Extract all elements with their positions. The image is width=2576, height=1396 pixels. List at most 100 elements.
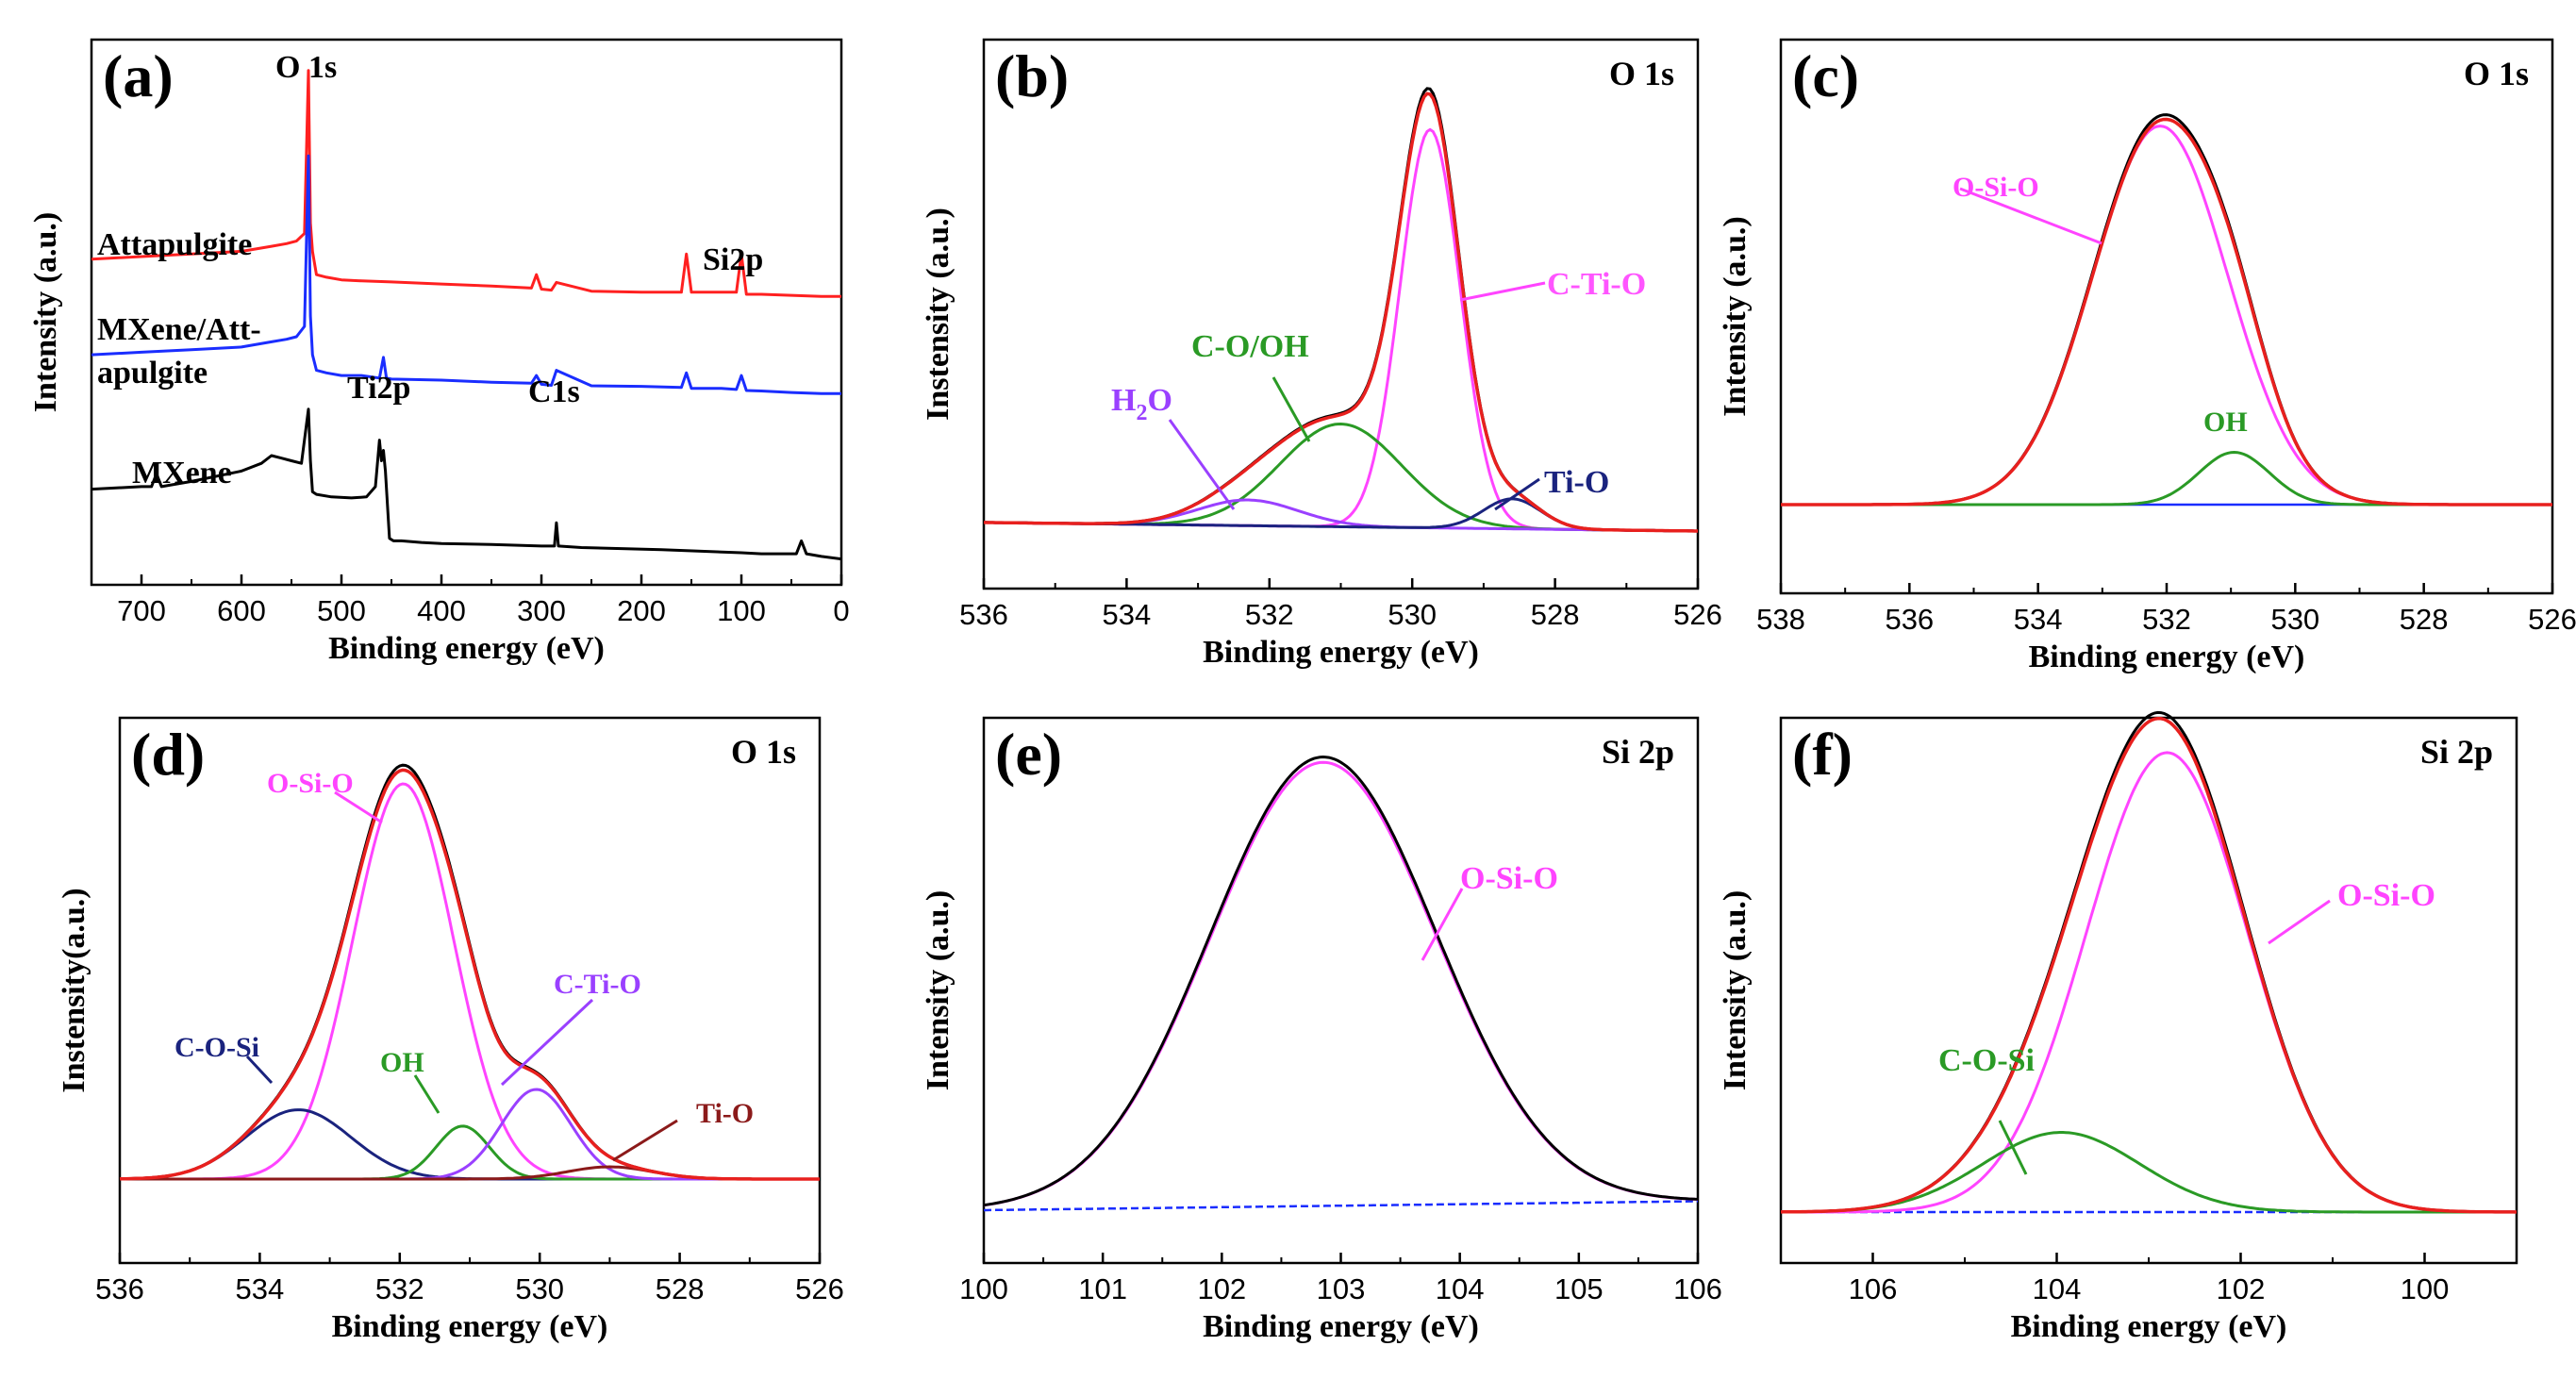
- panel-letter: (e): [995, 721, 1062, 788]
- x-axis-label: Binding energy (eV): [2011, 1309, 2287, 1344]
- x-tick-label: 530: [2270, 603, 2319, 636]
- y-axis-label: Instensity(a.u.): [57, 888, 91, 1092]
- x-axis-label: Binding energy (eV): [1203, 635, 1479, 670]
- panel-f: 106 104 102 100 Binding energy (eV) Intensity…: [1718, 710, 2518, 1344]
- series-attapulgite: [91, 69, 841, 298]
- y-axis-label: Intensity (a.u.): [1718, 890, 1753, 1091]
- plot-frame: [982, 716, 1700, 1265]
- series-ti-o: [983, 497, 1698, 533]
- peak-label-c1s: C1s: [528, 374, 580, 409]
- series-mxene: [91, 407, 842, 561]
- x-tick-label: 105: [1554, 1272, 1604, 1305]
- peak-label-coh: C-O/OH: [1191, 329, 1309, 364]
- x-tick-label: 534: [1103, 598, 1152, 631]
- series-fitted-envelope: [983, 91, 1698, 533]
- leader-osio-d: [334, 790, 383, 824]
- x-tick-label: 538: [1756, 603, 1805, 636]
- series-o-si-o: [1781, 751, 2518, 1214]
- peak-label-cosi-f: C-O-Si: [1938, 1043, 2035, 1078]
- x-tick-label: 104: [2033, 1272, 2082, 1305]
- x-tick-label: 534: [236, 1272, 285, 1305]
- peak-label-oh-d: OH: [380, 1047, 424, 1078]
- x-tick-label: 528: [656, 1272, 705, 1305]
- panel-a: 700 600 500 400 300 200 100 0 Binding energy (eV…: [28, 38, 850, 666]
- series-experimental: [983, 755, 1699, 1207]
- panel-d: 536 534 532 530 528 526 Binding energy (eV) Ins…: [57, 716, 844, 1344]
- y-axis-label: Intensity (a.u.): [1718, 216, 1753, 417]
- peak-label-osio-d: O-Si-O: [267, 768, 354, 799]
- x-tick-label: 200: [617, 594, 666, 627]
- peak-label-oh: OH: [2203, 407, 2248, 438]
- x-tick-label: 536: [95, 1272, 144, 1305]
- corner-label: O 1s: [731, 733, 796, 771]
- series-oh: [1781, 450, 2552, 507]
- panel-d-annotations: O-Si-O C-O-Si OH C-Ti-O Ti-O: [175, 768, 754, 1162]
- series-o-si-o: [1781, 125, 2552, 507]
- panel-letter: (b): [995, 42, 1069, 109]
- x-tick-label: 300: [517, 594, 566, 627]
- x-tick-label: 600: [217, 594, 266, 627]
- peak-label-cosi-d: C-O-Si: [175, 1032, 259, 1063]
- panel-b: 536 534 532 530 528 526 Binding energy (eV) Ins…: [921, 38, 1722, 670]
- series-fitted-envelope: [1780, 716, 2518, 1214]
- series-label-mxene-attapulgite-line2: apulgite: [97, 356, 208, 391]
- plot-frame: [118, 716, 822, 1265]
- leader-ctio-d: [500, 998, 594, 1087]
- panel-letter: (c): [1792, 42, 1859, 109]
- peak-label-osio-e: O-Si-O: [1460, 861, 1558, 896]
- leader-osio-f: [2268, 899, 2331, 945]
- x-tick-label: 532: [1245, 598, 1294, 631]
- series-experimental: [1781, 113, 2552, 507]
- leader-tio: [1494, 477, 1540, 511]
- x-tick-label: 104: [1436, 1272, 1485, 1305]
- x-tick-label: 526: [2528, 603, 2576, 636]
- panel-c-annotations: O-Si-O OH: [1953, 172, 2248, 438]
- x-tick-label: 100: [717, 594, 766, 627]
- x-tick-label: 0: [833, 594, 849, 627]
- series-mxene-attapulgite: [91, 154, 841, 395]
- x-tick-label: 526: [795, 1272, 844, 1305]
- x-tick-label: 102: [2217, 1272, 2266, 1305]
- x-tick-label: 536: [1885, 603, 1934, 636]
- x-axis-label: Binding energy (eV): [332, 1309, 608, 1344]
- plot-frame: [982, 38, 1700, 590]
- x-tick-label: 530: [515, 1272, 564, 1305]
- x-tick-label: 103: [1317, 1272, 1366, 1305]
- series-o-si-o: [983, 760, 1699, 1207]
- corner-label: O 1s: [1609, 55, 1674, 92]
- x-tick-label: 532: [375, 1272, 424, 1305]
- x-tick-label: 101: [1078, 1272, 1127, 1305]
- series-fitted-envelope: [1781, 117, 2552, 507]
- panel-letter: (a): [103, 42, 174, 109]
- panel-letter: (d): [131, 721, 205, 788]
- panel-e-annotations: O-Si-O: [1421, 861, 1558, 961]
- plot-frame: [1779, 716, 2518, 1265]
- y-axis-label: Intensity (a.u.): [28, 212, 63, 413]
- peak-label-ctio-d: C-Ti-O: [554, 969, 641, 1000]
- x-tick-label: 534: [2014, 603, 2063, 636]
- x-tick-label: 530: [1388, 598, 1437, 631]
- y-axis-label: Intensity (a.u.): [921, 890, 956, 1091]
- x-tick-label: 106: [1849, 1272, 1898, 1305]
- plot-frame: [90, 38, 843, 587]
- x-axis-label: Binding energy (eV): [1203, 1309, 1479, 1344]
- leader-cosi-d: [245, 1055, 274, 1085]
- x-tick-label: 528: [2400, 603, 2449, 636]
- x-tick-label: 102: [1197, 1272, 1246, 1305]
- series-baseline: [984, 1200, 1698, 1212]
- series-experimental: [1780, 710, 2518, 1214]
- leader-h2o: [1168, 419, 1236, 510]
- x-tick-label: 100: [959, 1272, 1008, 1305]
- x-tick-label: 532: [2142, 603, 2191, 636]
- series-label-attapulgite: Attapulgite: [97, 227, 252, 262]
- panel-letter: (f): [1792, 721, 1853, 788]
- x-tick-label: 100: [2401, 1272, 2450, 1305]
- peak-label-ctio: C-Ti-O: [1547, 267, 1646, 302]
- peak-label-tio-d: Ti-O: [696, 1098, 754, 1129]
- x-tick-label: 526: [1673, 598, 1722, 631]
- peak-label-h2o: H2O: [1111, 383, 1172, 425]
- series-label-mxene: MXene: [132, 456, 232, 490]
- leader-tio-d: [612, 1119, 678, 1162]
- peak-label-osio-f: O-Si-O: [2337, 878, 2435, 913]
- x-axis-label: Binding energy (eV): [328, 631, 605, 666]
